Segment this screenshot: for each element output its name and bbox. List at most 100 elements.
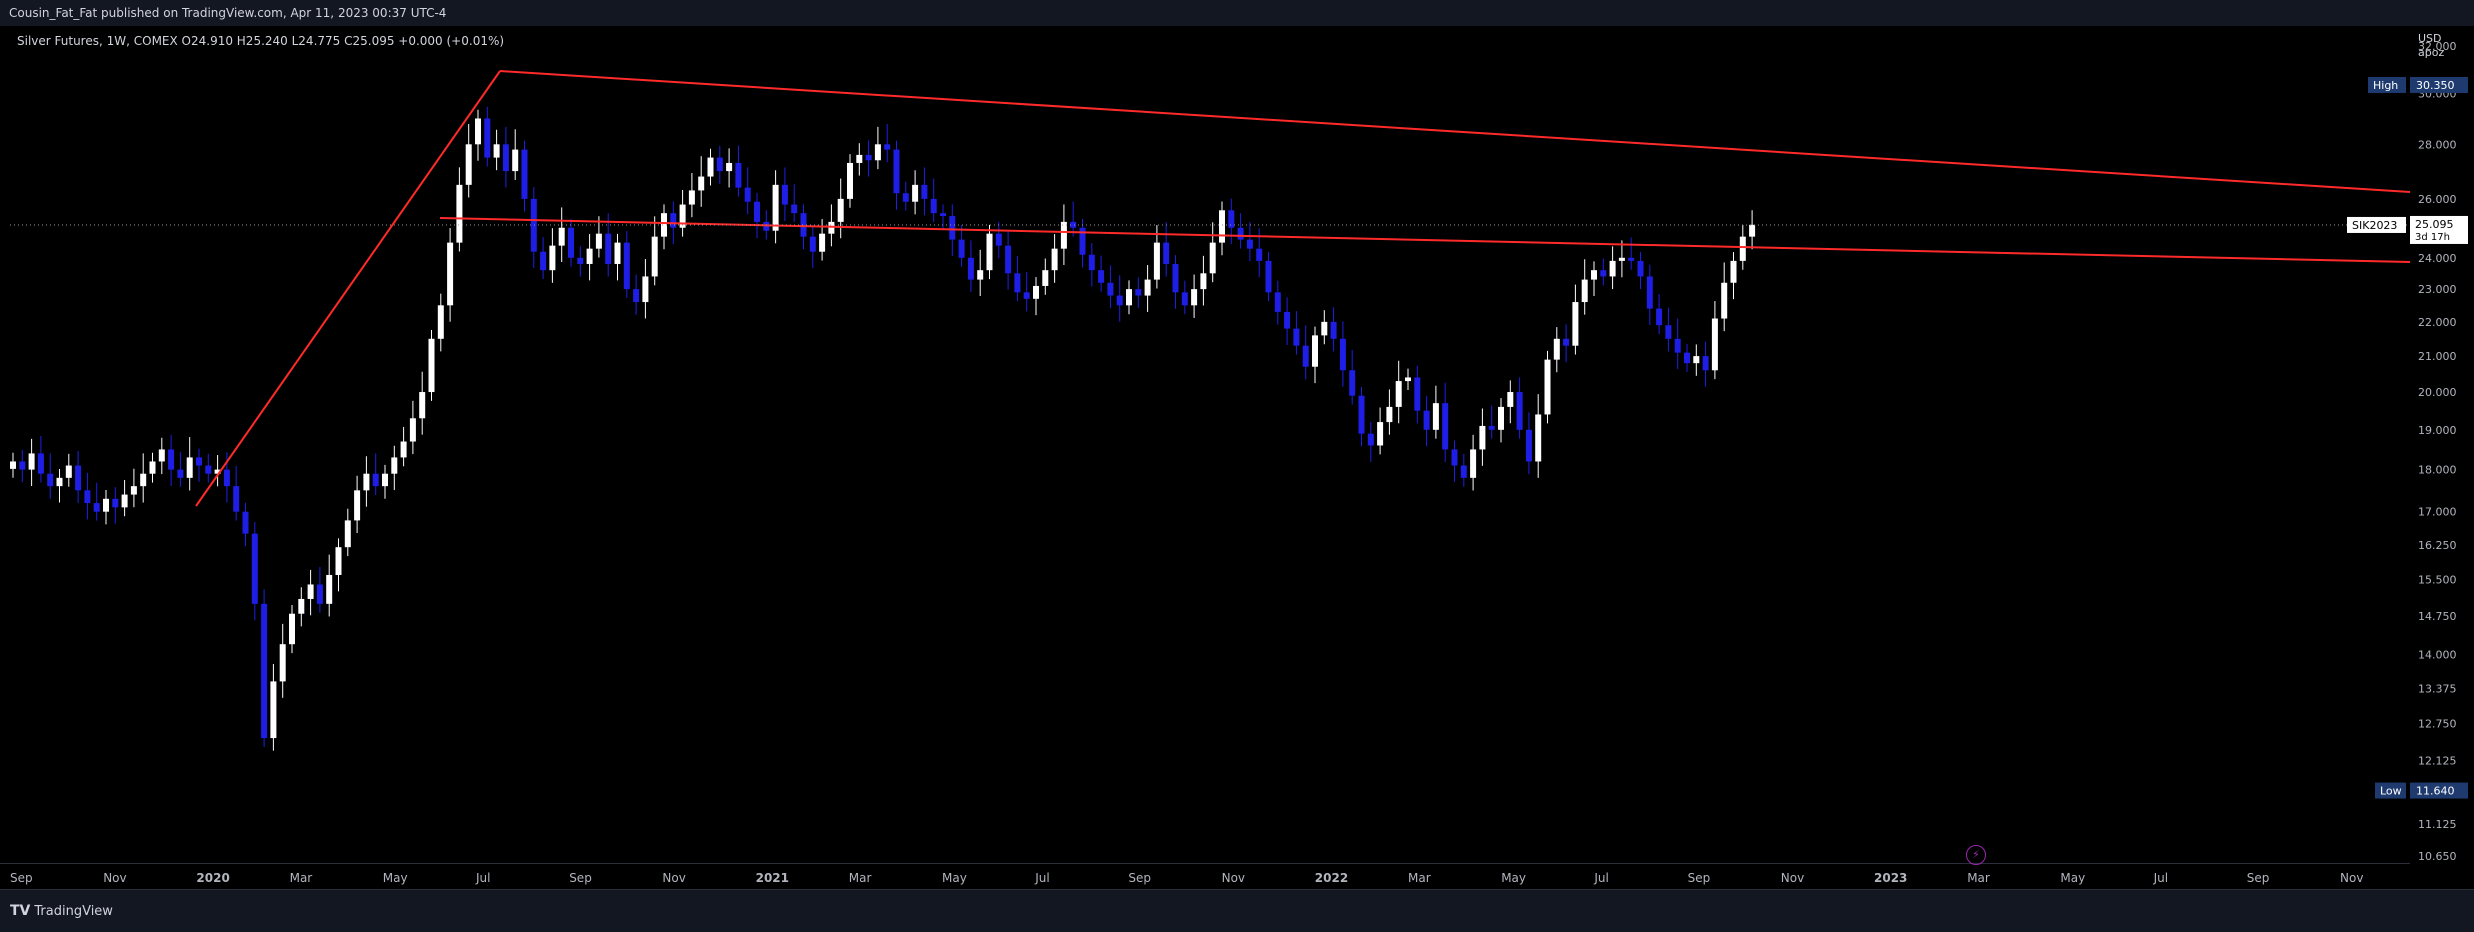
candle-body bbox=[1339, 338, 1346, 371]
price-tick-label: 32.000 bbox=[2418, 40, 2457, 53]
candle-body bbox=[1553, 338, 1560, 360]
tradingview-logo[interactable]: TV TradingView bbox=[10, 903, 113, 919]
candle-body bbox=[1442, 403, 1449, 450]
candle-body bbox=[1405, 377, 1411, 382]
candle-body bbox=[633, 289, 640, 303]
candle-body bbox=[1181, 292, 1188, 306]
price-tick-label: 17.000 bbox=[2418, 506, 2457, 519]
low-value: 11.640 bbox=[2416, 785, 2455, 798]
candle-body bbox=[1618, 257, 1625, 261]
candle-body bbox=[37, 453, 44, 474]
candle-body bbox=[1479, 425, 1486, 450]
candle-body bbox=[1749, 224, 1756, 237]
candle-body bbox=[568, 227, 574, 258]
high-label: High bbox=[2373, 79, 2398, 92]
candle-body bbox=[502, 144, 509, 172]
price-tick-label: 11.125 bbox=[2418, 818, 2457, 831]
candle-body bbox=[661, 213, 667, 237]
candle-body bbox=[1033, 285, 1039, 299]
candle-body bbox=[1730, 260, 1737, 283]
candle-body bbox=[744, 187, 751, 202]
candle-body bbox=[949, 216, 956, 240]
candle-body bbox=[84, 490, 91, 504]
candle-body bbox=[735, 162, 742, 188]
candle-body bbox=[1721, 282, 1728, 319]
candle-body bbox=[577, 257, 584, 264]
candle-body bbox=[1191, 289, 1198, 306]
candle-body bbox=[679, 204, 686, 228]
time-tick-label: Jul bbox=[1034, 871, 1049, 885]
price-tick-label: 21.000 bbox=[2418, 350, 2457, 363]
candle-body bbox=[1451, 449, 1458, 466]
candle-body bbox=[1265, 260, 1272, 293]
candle-body bbox=[140, 473, 147, 487]
candle-body bbox=[977, 270, 984, 280]
time-tick-label: Jul bbox=[1593, 871, 1608, 885]
candle-body bbox=[1377, 422, 1384, 446]
candle-body bbox=[1274, 292, 1281, 312]
candle-body bbox=[1628, 257, 1635, 261]
candles-group bbox=[10, 106, 1756, 751]
price-tick-label: 16.250 bbox=[2418, 539, 2457, 552]
chart-pane[interactable]: High Low SIK2023 bbox=[10, 26, 2411, 863]
candle-body bbox=[1209, 242, 1216, 274]
candle-body bbox=[233, 486, 240, 512]
time-axis-svg: Sep Nov 2020 Mar May Jul Sep Nov 2021 Mar May Jul Se… bbox=[10, 871, 2467, 885]
candle-body bbox=[530, 198, 537, 252]
candle-body bbox=[1070, 221, 1077, 228]
candle-body bbox=[10, 461, 16, 469]
time-tick-label: Nov bbox=[103, 871, 126, 885]
candle-body bbox=[549, 245, 556, 271]
candle-body bbox=[428, 338, 435, 393]
candle-body bbox=[800, 213, 807, 237]
time-tick-label: May bbox=[1501, 871, 1526, 885]
candle-body bbox=[595, 233, 602, 249]
price-tick-label: 14.750 bbox=[2418, 610, 2457, 623]
candle-body bbox=[298, 598, 305, 614]
candle-body bbox=[791, 204, 798, 214]
candle-body bbox=[307, 584, 314, 599]
time-tick-label: Mar bbox=[849, 871, 872, 885]
candle-body bbox=[103, 498, 109, 512]
symbol-badge: SIK2023 bbox=[2352, 219, 2397, 232]
last-price-badge-bg bbox=[2410, 215, 2468, 244]
candle-body bbox=[1395, 381, 1402, 407]
candle-body bbox=[1200, 273, 1207, 290]
time-tick-label: Jul bbox=[2153, 871, 2168, 885]
tradingview-icon: TV bbox=[10, 903, 31, 919]
price-unit: apoz bbox=[2418, 46, 2445, 59]
candle-body bbox=[1256, 248, 1263, 261]
time-tick-label: Sep bbox=[10, 871, 33, 885]
candle-body bbox=[819, 233, 826, 252]
high-label-bg bbox=[2368, 76, 2406, 93]
candle-body bbox=[149, 461, 156, 474]
price-axis[interactable]: 32.000 30.000 28.000 26.000 24.000 23.000 22.0… bbox=[2410, 26, 2474, 863]
candle-body bbox=[1321, 321, 1328, 336]
symbol-legend[interactable]: Silver Futures, 1W, COMEX O24.910 H25.24… bbox=[17, 34, 505, 48]
candle-body bbox=[354, 490, 361, 521]
candle-body bbox=[1646, 276, 1653, 309]
candle-body bbox=[112, 498, 119, 508]
candle-body bbox=[1079, 227, 1086, 255]
candle-body bbox=[754, 201, 760, 222]
low-label: Low bbox=[2380, 785, 2402, 798]
price-tick-label: 24.000 bbox=[2418, 252, 2457, 265]
candle-body bbox=[995, 233, 1002, 246]
candle-body bbox=[261, 603, 268, 739]
candle-body bbox=[586, 248, 593, 264]
time-axis[interactable]: Sep Nov 2020 Mar May Jul Sep Nov 2021 Mar May Jul Se… bbox=[0, 863, 2467, 890]
symbol-badge-bg bbox=[2347, 216, 2406, 233]
candle-body bbox=[1302, 345, 1309, 367]
candle-body bbox=[837, 198, 844, 222]
candle-body bbox=[344, 520, 351, 548]
candle-body bbox=[475, 118, 481, 145]
bolt-icon[interactable]: ⚡ bbox=[1966, 845, 1986, 865]
trendline bbox=[439, 217, 2411, 263]
candle-body bbox=[1535, 414, 1542, 462]
candlestick-chart[interactable]: High Low SIK2023 bbox=[10, 26, 2411, 863]
time-tick-label: 2021 bbox=[756, 871, 789, 885]
time-tick-label: Sep bbox=[2247, 871, 2270, 885]
candle-body bbox=[363, 473, 370, 491]
candle-body bbox=[847, 162, 853, 199]
candle-body bbox=[1153, 242, 1160, 280]
